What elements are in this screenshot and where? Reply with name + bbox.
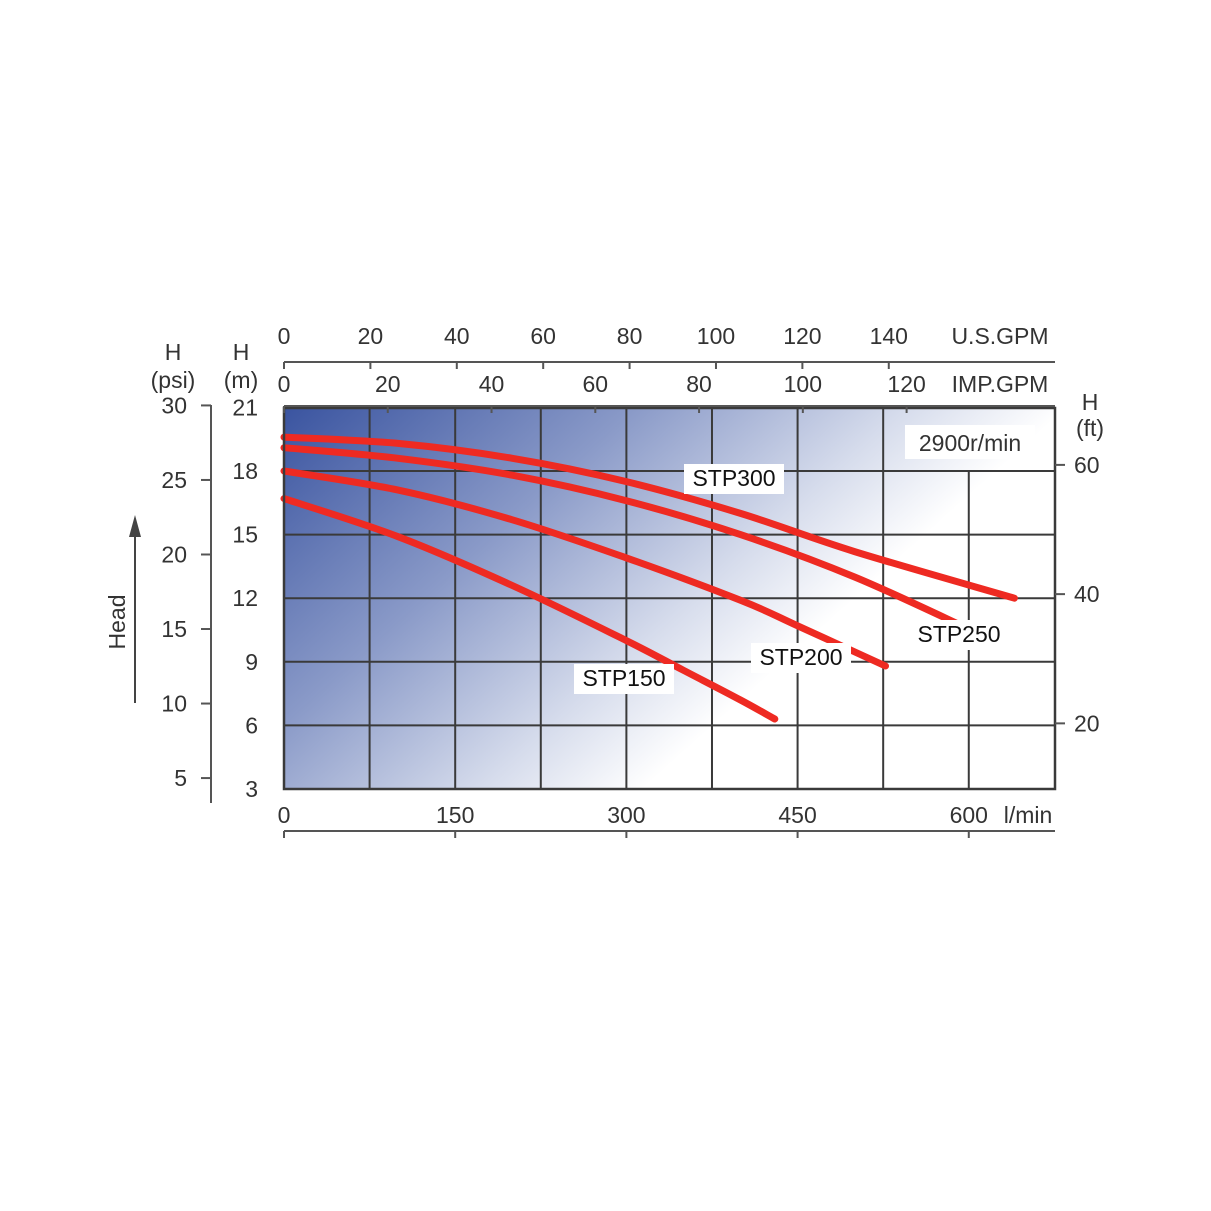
curve-label-stp250: STP250 (917, 621, 1000, 647)
ft-tick-label: 40 (1074, 581, 1100, 607)
psi-tick-label: 10 (161, 691, 187, 717)
curve-label-stp200: STP200 (759, 644, 842, 670)
m-axis-unit: (m) (224, 367, 258, 393)
top-tick-label: 40 (479, 371, 505, 397)
psi-tick-label: 15 (161, 616, 187, 642)
curve-label-bg (574, 664, 674, 694)
curve-label-bg (751, 643, 851, 673)
curve-stp250 (280, 444, 975, 634)
top-tick-label: 0 (278, 371, 291, 397)
m-tick-label: 9 (245, 649, 258, 675)
top-tick-label: 80 (686, 371, 712, 397)
psi-axis-header: H (165, 339, 182, 365)
performance-curves: STP300 STP250 STP200 STP150 (280, 433, 1018, 723)
plot-frame (282, 406, 1057, 791)
ft-axis-header: H (1082, 389, 1099, 415)
top-axis-unit: IMP.GPM (952, 371, 1049, 397)
x-tick-label: 450 (778, 802, 816, 828)
curve-label-bg (684, 464, 784, 494)
top-tick-label: 100 (697, 323, 735, 349)
head-axis-label: Head (104, 595, 130, 650)
psi-tick-label: 30 (161, 392, 187, 418)
x-tick-label: 0 (278, 802, 291, 828)
top-tick-label: 20 (375, 371, 401, 397)
top-tick-label: 0 (278, 323, 291, 349)
m-tick-label: 3 (245, 776, 258, 802)
speed-label-bg (905, 425, 1035, 459)
curve-stp300 (280, 433, 1018, 602)
top-tick-label: 140 (870, 323, 908, 349)
ft-tick-label: 20 (1074, 710, 1100, 736)
top-tick-label: 100 (784, 371, 822, 397)
curve-label-stp150: STP150 (582, 665, 665, 691)
x-tick-label: 300 (607, 802, 645, 828)
curve-label-stp300: STP300 (692, 465, 775, 491)
m-axis-header: H (233, 339, 250, 365)
ft-tick-label: 60 (1074, 452, 1100, 478)
psi-tick-label: 20 (161, 541, 187, 567)
curve-stp200 (280, 467, 889, 670)
top-tick-label: 60 (530, 323, 556, 349)
top-tick-label: 120 (887, 371, 925, 397)
m-tick-label: 6 (245, 712, 258, 738)
m-tick-label: 18 (232, 458, 258, 484)
psi-axis-unit: (psi) (151, 367, 196, 393)
curve-stp150 (280, 495, 779, 723)
x-tick-label: 600 (950, 802, 988, 828)
head-arrow-icon (129, 515, 141, 537)
m-tick-label: 12 (232, 585, 258, 611)
speed-label: 2900r/min (919, 430, 1021, 456)
top-tick-label: 60 (583, 371, 609, 397)
x-tick-label: 150 (436, 802, 474, 828)
m-tick-label: 15 (232, 522, 258, 548)
ft-axis-unit: (ft) (1076, 415, 1104, 441)
psi-tick-label: 25 (161, 467, 187, 493)
top-tick-label: 40 (444, 323, 470, 349)
top-tick-label: 120 (783, 323, 821, 349)
top-tick-label: 20 (358, 323, 384, 349)
top-axis-unit: U.S.GPM (951, 323, 1048, 349)
curve-label-bg (909, 620, 1009, 650)
top-tick-label: 80 (617, 323, 643, 349)
m-tick-label: 21 (232, 394, 258, 420)
x-axis-unit: l/min (1004, 802, 1053, 828)
psi-tick-label: 5 (174, 765, 187, 791)
